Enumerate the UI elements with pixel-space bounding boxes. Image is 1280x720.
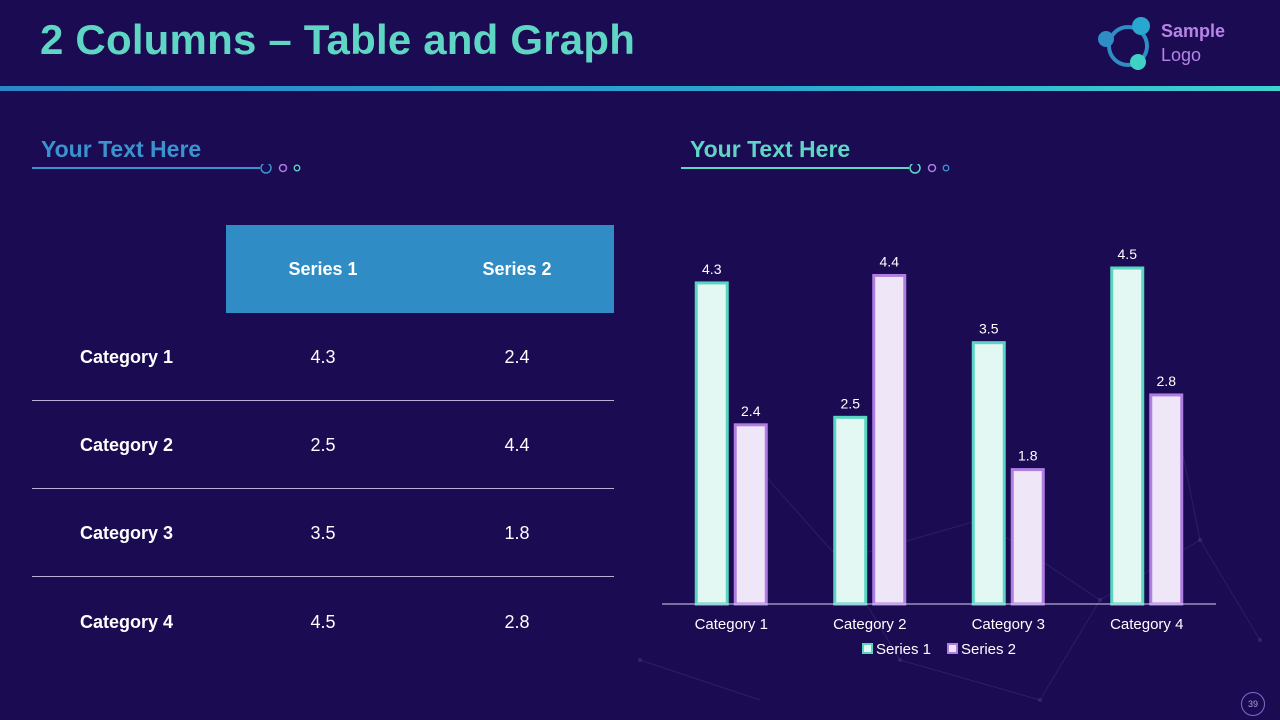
data-label: 2.5 [841, 395, 861, 411]
table-cell-series-1: 4.5 [310, 612, 336, 632]
table-header-series-2: Series 2 [482, 259, 552, 279]
table-cell-series-2: 4.4 [504, 435, 530, 455]
right-heading-text: Your Text Here [690, 136, 851, 162]
bar-chart: 4.3 2.4 Category 1 2.5 4.4 Category 2 3.5 1.8 Ca… [640, 230, 1240, 680]
bar-series-2 [1149, 393, 1184, 606]
x-tick-label: Category 1 [695, 616, 768, 633]
x-tick-label: Category 4 [1110, 616, 1183, 633]
x-tick-label: Category 3 [972, 616, 1045, 633]
heading-underline-dots-decoration [32, 164, 301, 174]
data-label: 1.8 [1018, 448, 1038, 464]
row-divider [32, 488, 614, 489]
data-label: 4.3 [702, 261, 722, 277]
legend-label: Series 2 [961, 641, 1016, 658]
bar-series-2 [1010, 468, 1045, 606]
page-number: 39 [1241, 692, 1265, 716]
slide-title: 2 Columns – Table and Graph [40, 16, 636, 63]
table-cell-series-2: 1.8 [504, 523, 530, 543]
data-label: 4.5 [1118, 246, 1138, 262]
logo-text-line1: Sample [1161, 21, 1226, 41]
table-header-series-1: Series 1 [288, 259, 358, 279]
x-tick-label: Category 2 [833, 616, 906, 633]
row-divider [32, 400, 614, 401]
table-cell-series-1: 3.5 [310, 523, 336, 543]
table-cell-series-2: 2.8 [504, 612, 530, 632]
legend-swatch-series-2 [947, 643, 958, 654]
data-label: 4.4 [880, 253, 900, 269]
table-cell-series-2: 2.4 [504, 347, 530, 367]
table-row: Category 3 3.5 1.8 [32, 489, 614, 577]
row-divider [32, 576, 614, 577]
bar-chart-svg: 4.3 2.4 Category 1 2.5 4.4 Category 2 3.5 1.8 Ca… [662, 246, 1216, 658]
table-cell-category: Category 1 [80, 347, 174, 367]
table-cell-category: Category 4 [80, 612, 174, 632]
table-cell-series-1: 4.3 [310, 347, 336, 367]
left-section-heading: Your Text Here [32, 136, 332, 176]
bar-series-2 [872, 273, 907, 606]
table-cell-category: Category 2 [80, 435, 174, 455]
bar-series-1 [1110, 266, 1145, 606]
table-row: Category 2 2.5 4.4 [32, 401, 614, 489]
table-row: Category 4 4.5 2.8 [32, 578, 614, 666]
data-label: 3.5 [979, 321, 999, 337]
table-cell-series-1: 2.5 [310, 435, 336, 455]
bar-series-1 [694, 281, 729, 606]
right-section-heading: Your Text Here [681, 136, 981, 176]
title-divider [0, 86, 1280, 91]
logo: Sample Logo [1094, 14, 1244, 76]
table-header: Series 1 Series 2 [226, 225, 614, 313]
logo-text-line2: Logo [1161, 45, 1202, 65]
data-label: 2.4 [741, 403, 761, 419]
legend-swatch-series-1 [862, 643, 873, 654]
heading-underline-dots-decoration [681, 164, 950, 174]
bar-series-2 [733, 423, 768, 606]
legend-label: Series 1 [876, 641, 931, 658]
data-label: 2.8 [1157, 373, 1177, 389]
logo-icon [1098, 17, 1150, 70]
table-cell-category: Category 3 [80, 523, 174, 543]
bar-series-1 [833, 415, 868, 606]
left-heading-text: Your Text Here [41, 136, 202, 162]
table-row: Category 1 4.3 2.4 [32, 313, 614, 401]
bar-series-1 [971, 341, 1006, 606]
